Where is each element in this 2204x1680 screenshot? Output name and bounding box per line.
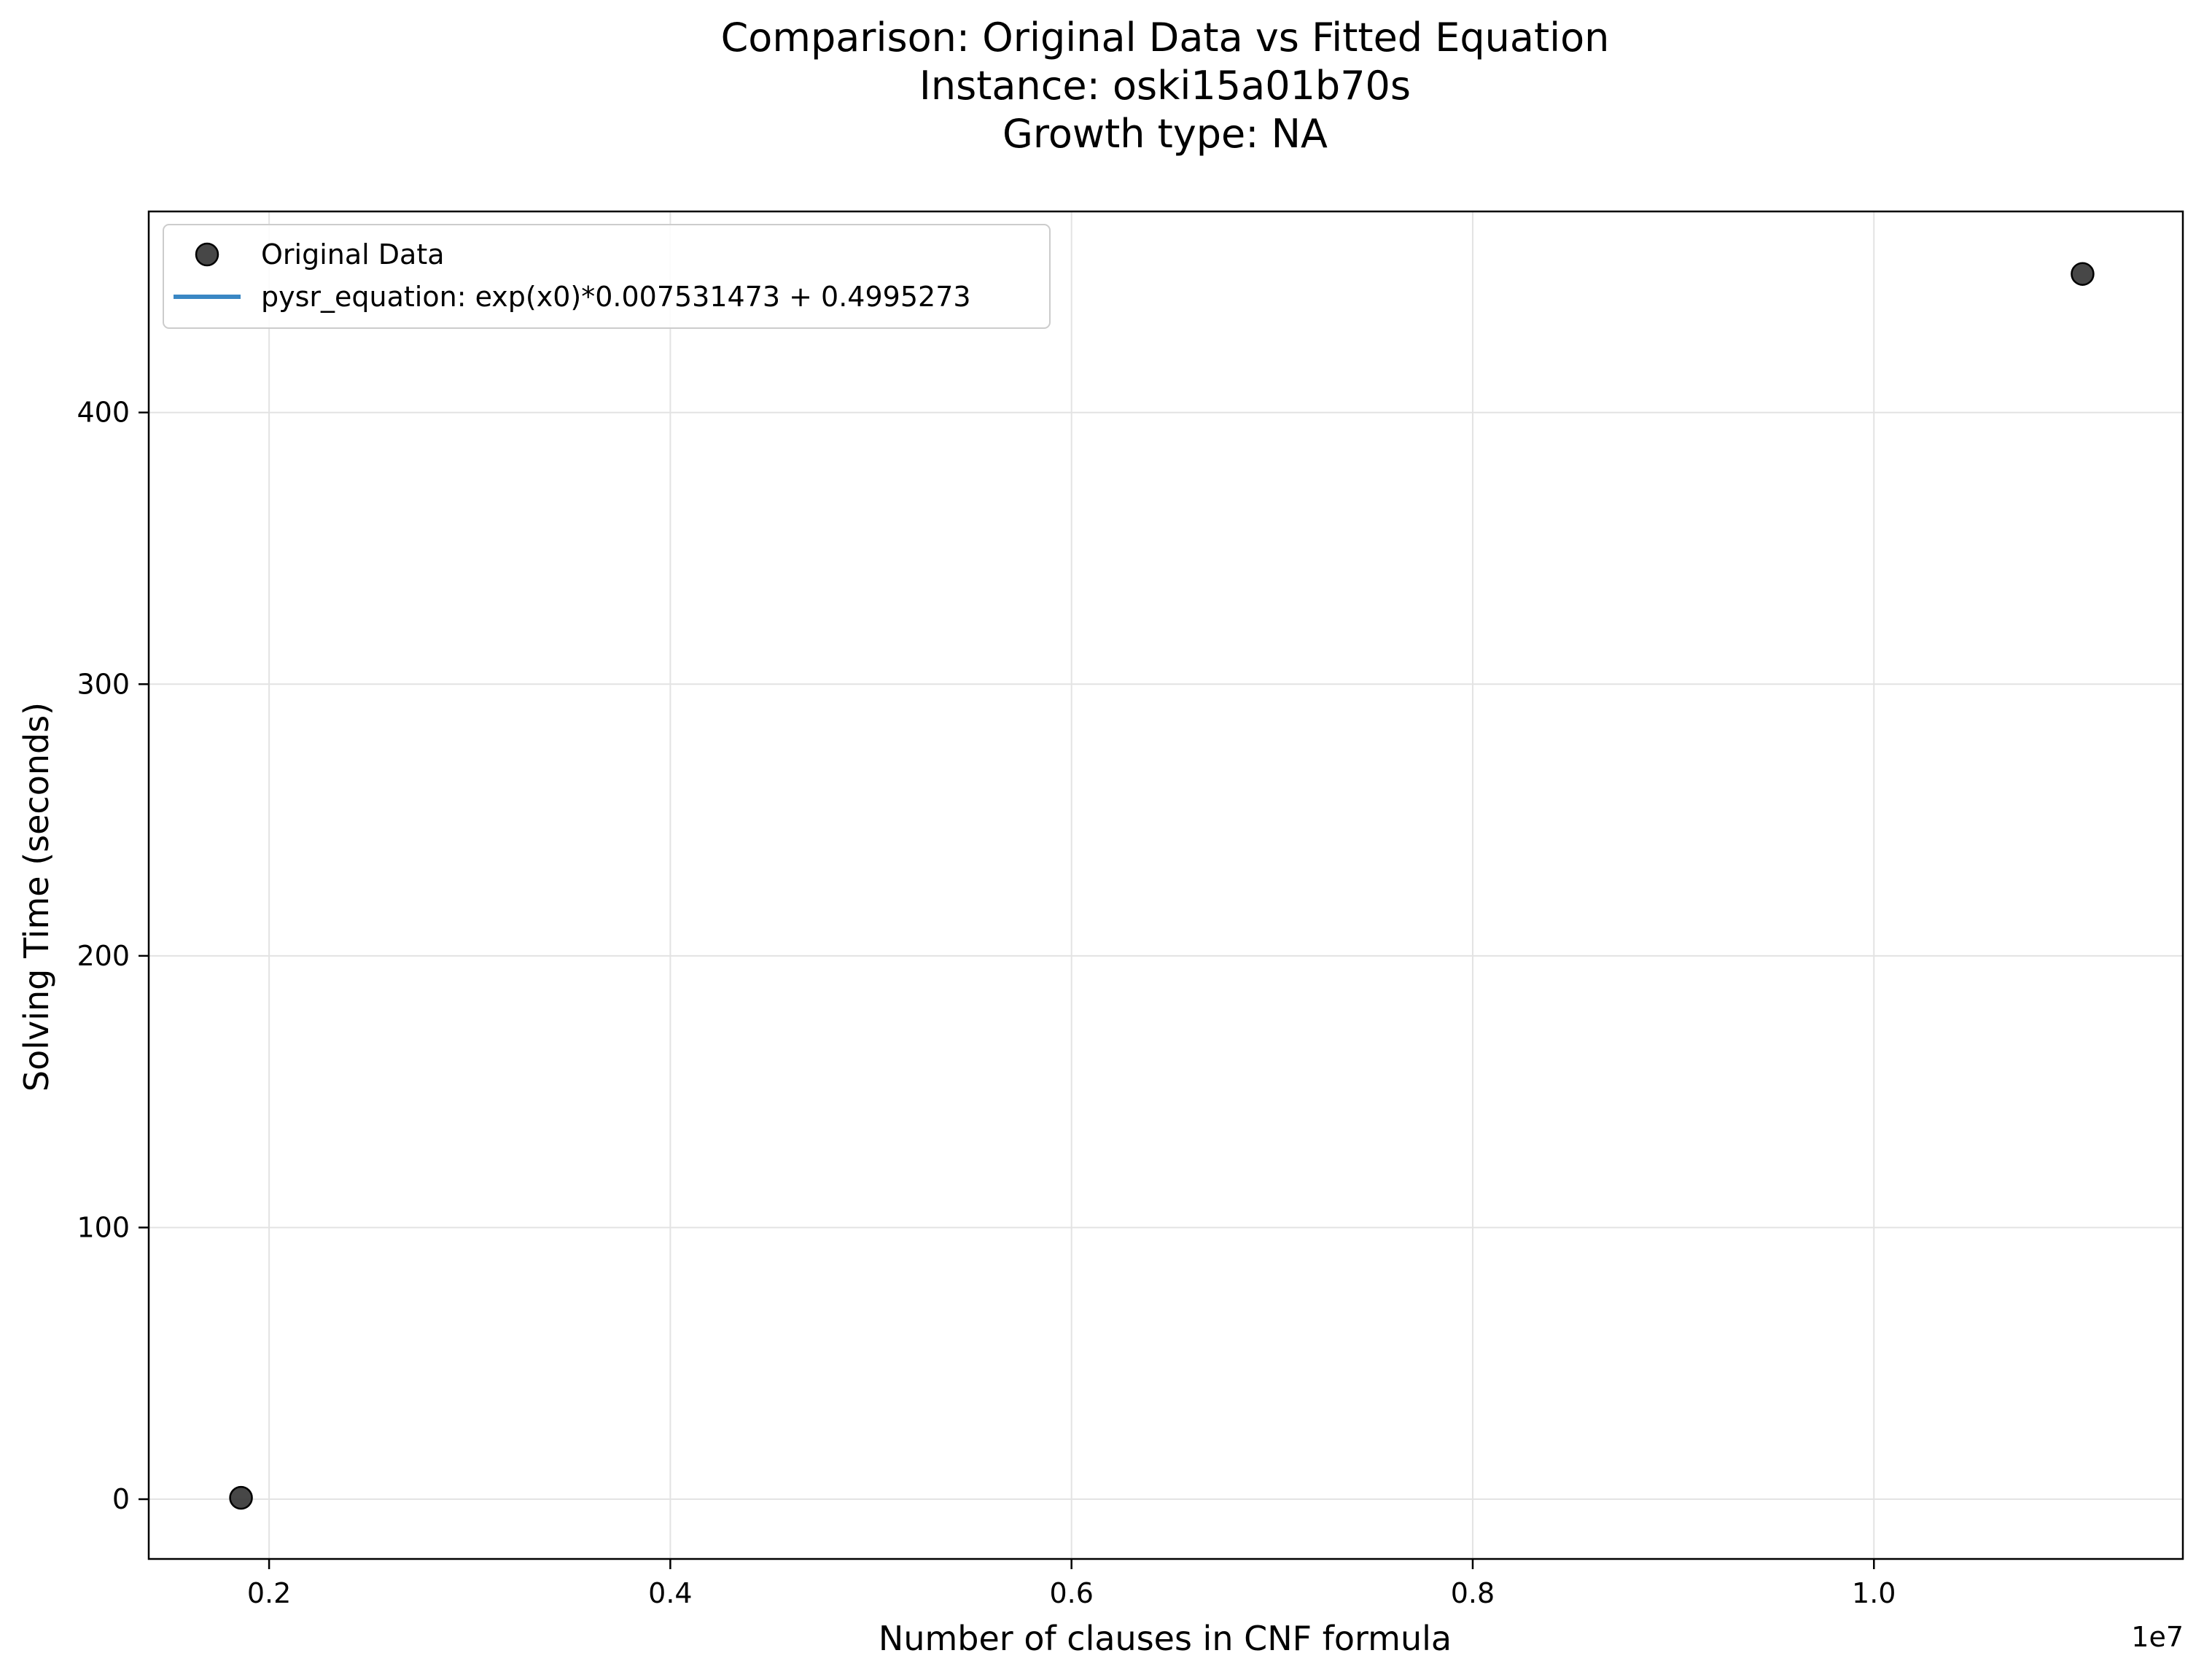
plot-area-frame <box>147 210 2184 1560</box>
data-points <box>229 262 2095 1510</box>
y-axis-label: Solving Time (seconds) <box>17 702 56 1092</box>
legend-marker-original-data <box>195 242 219 267</box>
x-tick-label: 0.6 <box>1049 1577 1093 1609</box>
chart-title: Comparison: Original Data vs Fitted Equa… <box>721 15 1610 157</box>
y-tick-label: 0 <box>112 1483 130 1515</box>
y-tick-label: 300 <box>77 668 130 700</box>
y-tick-label: 100 <box>77 1211 130 1243</box>
x-axis-offset-label: 1e7 <box>2131 1621 2184 1653</box>
x-axis-label: Number of clauses in CNF formula <box>879 1619 1452 1658</box>
title-line-2: Instance: oski15a01b70s <box>919 63 1411 109</box>
x-tick-label: 1.0 <box>1852 1577 1896 1609</box>
legend-label-original-data: Original Data <box>261 238 445 271</box>
legend-label-pysr-equation: pysr_equation: exp(x0)*0.007531473 + 0.4… <box>261 281 971 313</box>
x-tick-label: 0.2 <box>247 1577 291 1609</box>
legend-box <box>163 224 1051 329</box>
data-point <box>2071 262 2095 286</box>
title-line-1: Comparison: Original Data vs Fitted Equa… <box>721 15 1610 61</box>
x-tick-label: 0.8 <box>1451 1577 1495 1609</box>
data-point <box>229 1485 253 1510</box>
x-tick-label: 0.4 <box>648 1577 692 1609</box>
y-tick-label: 200 <box>77 940 130 972</box>
grid <box>149 211 2183 1559</box>
title-line-3: Growth type: NA <box>1002 111 1328 157</box>
y-tick-label: 400 <box>77 397 130 429</box>
y-axis-ticks: 0 100 200 300 400 <box>77 397 149 1515</box>
legend: Original Data pysr_equation: exp(x0)*0.0… <box>163 224 1051 329</box>
x-axis-ticks: 0.2 0.4 0.6 0.8 1.0 <box>247 1559 1896 1609</box>
